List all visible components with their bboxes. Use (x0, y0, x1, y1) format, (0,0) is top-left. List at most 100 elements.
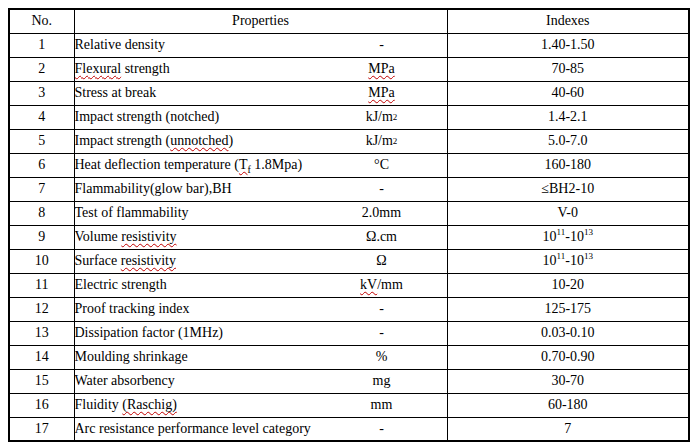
property-name: Proof tracking index (75, 301, 190, 316)
table-row: 11 Electric strength kV/mm 10-20 (9, 273, 689, 297)
text-segment: 10 (543, 229, 557, 244)
text-segment: (Raschig) (122, 397, 176, 412)
property-unit: 2.0mm (317, 202, 447, 225)
property-unit: - (317, 418, 447, 441)
property-name: Stress at break (75, 85, 157, 100)
property-name: Dissipation factor (1MHz) (75, 325, 224, 340)
text-segment: 125-175 (544, 301, 591, 316)
property-unit: °C (317, 154, 447, 177)
text-segment: MPa (368, 62, 394, 76)
row-number: 1 (9, 33, 74, 57)
text-segment: mg (373, 374, 391, 388)
column-header-no: No. (9, 9, 74, 33)
property-unit: Ω (317, 250, 447, 273)
text-segment: 10 (543, 253, 557, 268)
property-name: Fluidity (Raschig) (75, 397, 177, 412)
index-value: 1011-1013 (447, 225, 689, 249)
property-name: Moulding shrinkage (75, 349, 188, 364)
text-segment: Test of flammability (75, 205, 189, 220)
property-cell: Impact strength (notched) kJ/m2 (74, 105, 447, 129)
property-name: Volume resistivity (75, 229, 177, 244)
property-name: Surface resistivity (75, 253, 177, 268)
index-value: 0.03-0.10 (447, 321, 689, 345)
text-segment: 1.40-1.50 (541, 37, 595, 52)
property-cell: Arc resistance performance level categor… (74, 417, 447, 441)
property-unit: kJ/m2 (317, 106, 447, 129)
table-row: 8 Test of flammability 2.0mm V-0 (9, 201, 689, 225)
text-segment: V-0 (558, 205, 579, 220)
properties-table: No. Properties Indexes 1 Relative densit… (8, 8, 690, 442)
property-name: Arc resistance performance level categor… (75, 421, 311, 436)
property-name: Impact strength (notched) (75, 109, 220, 124)
index-value: 30-70 (447, 369, 689, 393)
index-value: 7 (447, 417, 689, 441)
text-segment: 40-60 (551, 85, 584, 100)
property-name: Flexural strength (75, 61, 170, 76)
text-segment: 160-180 (544, 157, 591, 172)
row-number: 13 (9, 321, 74, 345)
text-segment: % (376, 350, 388, 364)
table-row: 14 Moulding shrinkage % 0.70-0.90 (9, 345, 689, 369)
text-segment: Volume (75, 229, 122, 244)
table-row: 13 Dissipation factor (1MHz) - 0.03-0.10 (9, 321, 689, 345)
property-unit: - (317, 178, 447, 201)
text-segment: kV (360, 278, 377, 292)
property-cell: Flexural strength MPa (74, 57, 447, 81)
text-segment: Water absorbency (75, 373, 175, 388)
text-segment: Arc resistance performance level categor… (75, 421, 311, 436)
property-unit: kJ/m2 (317, 130, 447, 153)
property-cell: Moulding shrinkage % (74, 345, 447, 369)
property-cell: Stress at break MPa (74, 81, 447, 105)
property-cell: Relative density - (74, 33, 447, 57)
text-segment: - (379, 182, 384, 196)
property-cell: Impact strength (unnotched) kJ/m2 (74, 129, 447, 153)
property-unit: mg (317, 370, 447, 393)
text-segment: Impact strength (notched) (75, 109, 220, 124)
text-segment: 13 (584, 251, 593, 261)
text-segment: ≤BH2-10 (541, 181, 594, 196)
index-value: 60-180 (447, 393, 689, 417)
text-segment: Stress at break (75, 85, 157, 100)
text-segment: 2.0mm (362, 206, 401, 220)
text-segment: - (379, 302, 384, 316)
text-segment: Ω.cm (366, 230, 397, 244)
table-row: 7 Flammability(glow bar),BH - ≤BH2-10 (9, 177, 689, 201)
text-segment: 0.70-0.90 (541, 349, 595, 364)
property-cell: Surface resistivity Ω (74, 249, 447, 273)
text-segment: /mm (377, 278, 403, 292)
property-cell: Dissipation factor (1MHz) - (74, 321, 447, 345)
property-unit: - (317, 298, 447, 321)
property-name: Flammability(glow bar),BH (75, 181, 232, 196)
text-segment: ) (228, 133, 233, 148)
text-segment: 5.0-7.0 (548, 133, 588, 148)
row-number: 4 (9, 105, 74, 129)
row-number: 9 (9, 225, 74, 249)
text-segment: 13 (584, 227, 593, 237)
table-row: 17 Arc resistance performance level cate… (9, 417, 689, 441)
index-value: 10-20 (447, 273, 689, 297)
row-number: 14 (9, 345, 74, 369)
table-row: 9 Volume resistivity Ω.cm 1011-1013 (9, 225, 689, 249)
property-unit: mm (317, 394, 447, 417)
text-segment: - (379, 422, 384, 436)
text-segment: 30-70 (551, 373, 584, 388)
index-value: 1.4-2.1 (447, 105, 689, 129)
index-value: 160-180 (447, 153, 689, 177)
text-segment: 60-180 (548, 397, 588, 412)
property-cell: Test of flammability 2.0mm (74, 201, 447, 225)
text-segment: resistivity (121, 253, 176, 268)
table-row: 2 Flexural strength MPa 70-85 (9, 57, 689, 81)
text-segment: -10 (565, 229, 584, 244)
index-value: 1.40-1.50 (447, 33, 689, 57)
text-segment: MPa (368, 86, 394, 100)
text-segment: strength (121, 61, 170, 76)
property-unit: - (317, 34, 447, 57)
index-value: 125-175 (447, 297, 689, 321)
text-segment: kJ/m (366, 134, 393, 148)
text-segment: 1.4-2.1 (548, 109, 588, 124)
property-unit: % (317, 346, 447, 369)
property-unit: MPa (317, 58, 447, 81)
property-name: Relative density (75, 37, 166, 52)
text-segment: Relative density (75, 37, 166, 52)
text-segment: °C (374, 158, 389, 172)
